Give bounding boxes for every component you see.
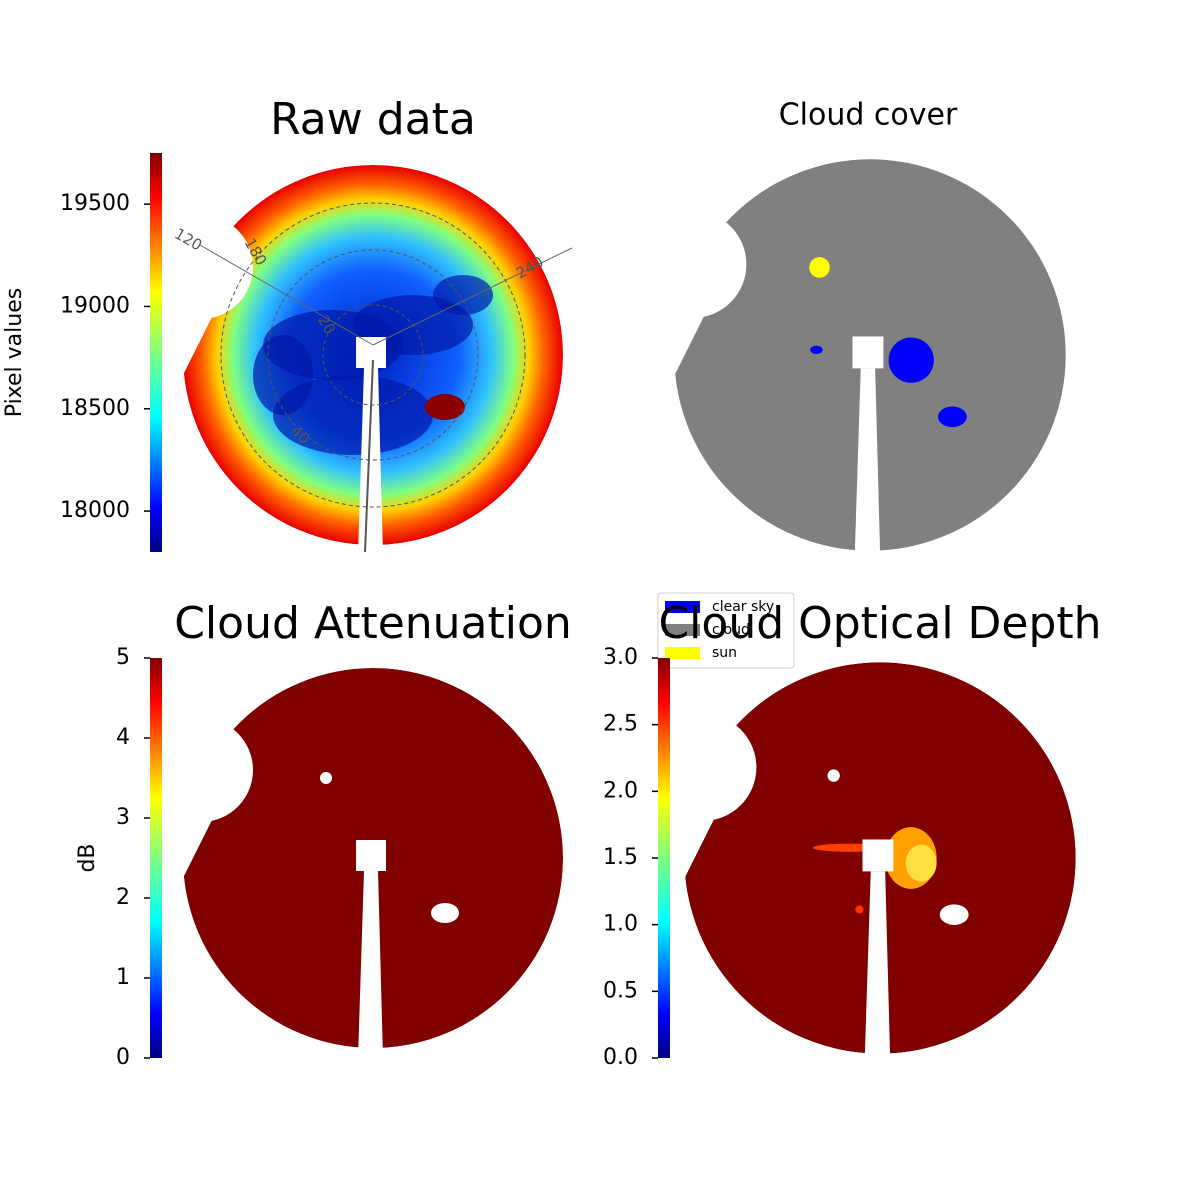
raw-image-region (273, 375, 433, 455)
raw-image-region (425, 394, 465, 420)
optical-depth-region (905, 844, 937, 882)
colorbar (150, 658, 162, 1058)
panel (183, 165, 563, 545)
panel (183, 668, 563, 1048)
legend-label: clear sky (712, 599, 774, 615)
panel-title: Cloud Attenuation (174, 598, 572, 649)
panel-image (664, 149, 1076, 561)
clear-sky-region (810, 345, 823, 354)
colorbar-tick-label: 1.0 (603, 912, 638, 937)
panel-image (183, 165, 563, 545)
colorbar-tick-label: 2 (116, 885, 130, 910)
colorbar-tick-label: 3 (116, 805, 130, 830)
legend-swatch (665, 647, 700, 659)
legend-swatch (665, 624, 700, 636)
legend-swatch (665, 601, 700, 613)
colorbar-tick-label: 19500 (60, 191, 130, 216)
colorbar-tick-label: 1 (116, 965, 130, 990)
panel-title: Cloud cover (779, 98, 958, 133)
polar-grid-circle (220, 202, 526, 508)
tower-line (364, 359, 374, 553)
azimuth-label: 120 (171, 225, 205, 255)
cloud-mask (664, 149, 1076, 561)
colorbar-tick-label: 2.5 (603, 712, 638, 737)
colorbar-tick-label: 3.0 (603, 645, 638, 670)
panel (684, 662, 1076, 1054)
colorbar-label: Pixel values (2, 288, 27, 417)
masked-region (939, 904, 969, 925)
optical-depth-region (813, 843, 886, 852)
azimuth-line (372, 247, 573, 346)
masked-sun (827, 769, 840, 782)
colorbar-tick-label: 18500 (60, 396, 130, 421)
raw-image-region (433, 275, 493, 315)
legend-label: cloud (712, 622, 750, 638)
legend-label: sun (712, 645, 737, 661)
colorbar (658, 658, 670, 1058)
panel (664, 149, 1076, 561)
panel-title: Raw data (270, 94, 476, 145)
colorbar-tick-label: 18000 (60, 498, 130, 523)
colorbar (150, 153, 162, 552)
masked-region (431, 903, 459, 923)
clear-sky-region (726, 241, 736, 273)
colorbar-tick-label: 0 (116, 1045, 130, 1070)
panel-image (684, 662, 1076, 1054)
panel-image (183, 668, 563, 1048)
masked-sun (320, 772, 332, 784)
optical-depth-image (684, 662, 1076, 1054)
panel-title: Cloud Optical Depth (658, 598, 1101, 649)
azimuth-line (199, 244, 374, 346)
legend: clear sky cloud sun (657, 592, 795, 669)
colorbar-label: dB (75, 843, 100, 872)
polar-grid-circle (267, 249, 479, 461)
colorbar-tick-label: 2.0 (603, 778, 638, 803)
clear-sky-region (937, 406, 967, 428)
colorbar-tick-label: 5 (116, 645, 130, 670)
raw-image-region (253, 335, 313, 415)
colorbar-tick-label: 0.0 (603, 1045, 638, 1070)
sun-marker (809, 257, 830, 278)
clear-sky-region (888, 337, 934, 383)
colorbar-tick-label: 19000 (60, 293, 130, 318)
attenuation-image (183, 668, 563, 1048)
colorbar-tick-label: 4 (116, 725, 130, 750)
colorbar-tick-label: 0.5 (603, 978, 638, 1003)
polar-grid-circle (322, 304, 424, 406)
colorbar-tick-label: 1.5 (603, 845, 638, 870)
optical-depth-region (855, 905, 864, 914)
